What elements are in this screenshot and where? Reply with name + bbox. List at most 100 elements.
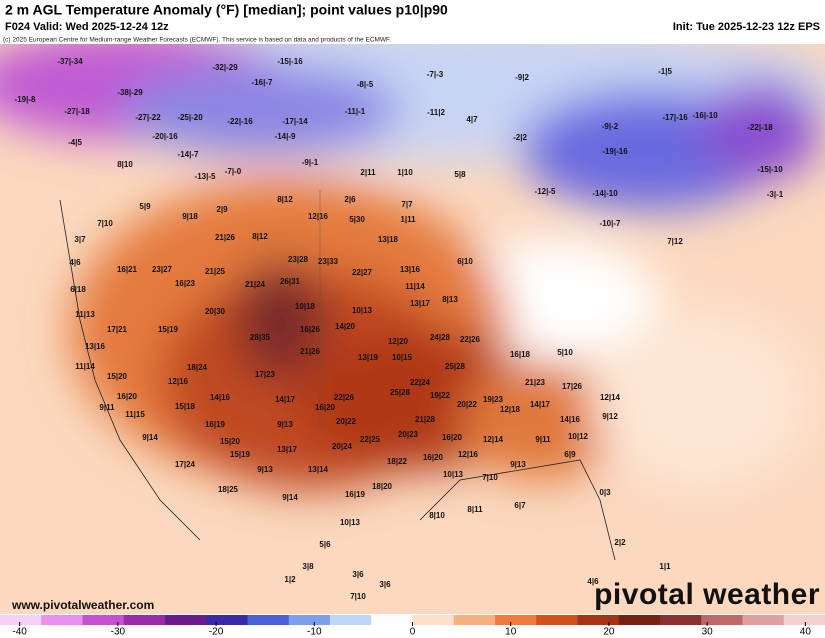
point-value: -20|-16: [152, 132, 178, 141]
point-value: 4|7: [466, 115, 478, 124]
point-value: 9|11: [99, 403, 115, 412]
point-value: 7|12: [667, 237, 683, 246]
colorbar-swatch: [247, 615, 290, 625]
point-value: 15|20: [107, 372, 128, 381]
point-value: -17|-16: [662, 113, 688, 122]
point-value: 20|22: [457, 400, 478, 409]
point-value: 9|11: [535, 435, 551, 444]
point-value: -11|-1: [345, 107, 366, 116]
point-value: 16|20: [442, 433, 463, 442]
colorbar-tick-label: -20: [209, 627, 224, 638]
colorbar-tick-label: 10: [505, 627, 517, 638]
point-value: 13|19: [358, 353, 379, 362]
point-value: 11|15: [125, 410, 145, 419]
colorbar-swatch: [660, 615, 702, 625]
point-value: -27|-22: [135, 113, 161, 122]
point-value: 8|11: [467, 505, 483, 514]
point-value: 16|21: [117, 265, 138, 274]
point-value: 10|13: [352, 306, 373, 315]
point-value: -32|-29: [212, 63, 238, 72]
point-value: 6|10: [457, 257, 473, 266]
point-value: 7|10: [97, 219, 113, 228]
point-value: 8|10: [429, 511, 445, 520]
point-value: -22|-16: [227, 117, 253, 126]
point-value: 10|15: [392, 353, 413, 362]
point-value: 5|9: [139, 202, 151, 211]
point-value: 20|24: [332, 442, 353, 451]
point-value: 14|16: [560, 415, 581, 424]
point-value: 12|18: [500, 405, 521, 414]
colorbar-swatch: [41, 615, 83, 625]
point-value: 9|13: [510, 460, 526, 469]
colorbar-swatch: [206, 615, 248, 625]
point-value: 3|6: [379, 580, 391, 589]
point-value: 16|19: [345, 490, 366, 499]
point-value: 18|25: [218, 485, 239, 494]
point-value: 20|23: [398, 430, 419, 439]
point-value: 2|6: [344, 195, 356, 204]
point-value: 9|12: [602, 412, 618, 421]
point-value: 18|24: [187, 363, 208, 372]
point-value: 15|19: [230, 450, 251, 459]
map: [0, 44, 825, 614]
point-value: -4|5: [68, 138, 82, 147]
point-value: -25|-20: [177, 113, 203, 122]
point-value: 3|8: [302, 562, 314, 571]
point-value: 12|16: [168, 377, 189, 386]
point-value: 19|22: [430, 391, 451, 400]
point-value: -14|-9: [275, 132, 296, 141]
point-value: 10|12: [568, 432, 589, 441]
point-value: 16|20: [117, 392, 138, 401]
colorbar-tick-label: 40: [800, 627, 812, 638]
colorbar-swatch: [701, 615, 743, 625]
point-value: 21|26: [300, 347, 321, 356]
point-value: -19|-8: [15, 95, 36, 104]
point-value: 13|18: [378, 235, 399, 244]
point-value: 8|13: [442, 295, 458, 304]
point-value: 14|16: [210, 393, 231, 402]
point-value: 1|10: [397, 168, 413, 177]
point-value: 0|3: [599, 488, 611, 497]
point-value: 25|28: [445, 362, 466, 371]
point-value: 22|27: [352, 268, 373, 277]
colorbar-swatch: [288, 615, 331, 625]
point-value: 17|23: [255, 370, 276, 379]
point-value: -14|-10: [592, 189, 618, 198]
point-value: 5|6: [319, 540, 331, 549]
point-value: 24|28: [430, 333, 451, 342]
point-value: 1|1: [659, 562, 671, 571]
point-value: 12|20: [388, 337, 409, 346]
colorbar-swatch: [577, 615, 620, 625]
point-value: 8|10: [117, 160, 133, 169]
colorbar-tick-label: -30: [111, 627, 126, 638]
point-value: 4|6: [69, 258, 81, 267]
point-value: 9|14: [282, 493, 298, 502]
point-value: 2|9: [216, 205, 228, 214]
point-value: 10|18: [295, 302, 316, 311]
point-value: 11|13: [75, 310, 95, 319]
point-value: 7|10: [350, 592, 366, 601]
point-value: -2|2: [513, 133, 527, 142]
point-value: 1|2: [284, 575, 296, 584]
point-value: 14|17: [275, 395, 296, 404]
point-value: 18|22: [387, 457, 408, 466]
point-value: 8|12: [252, 232, 268, 241]
point-value: 21|23: [525, 378, 546, 387]
point-value: 16|26: [300, 325, 321, 334]
colorbar-swatch: [82, 615, 125, 625]
point-value: -1|5: [658, 67, 672, 76]
point-value: 3|7: [74, 235, 86, 244]
point-value: 11|14: [75, 362, 95, 371]
logo: pivotal weather: [594, 578, 820, 611]
point-value: -12|-5: [535, 187, 556, 196]
point-value: 21|25: [205, 267, 226, 276]
point-value: -19|-16: [602, 147, 628, 156]
point-value: 21|24: [245, 280, 266, 289]
point-value: -14|-7: [178, 150, 199, 159]
title: 2 m AGL Temperature Anomaly (°F) [median…: [5, 2, 448, 18]
point-value: 18|20: [372, 482, 393, 491]
point-value: 17|24: [175, 460, 196, 469]
point-value: 22|26: [334, 393, 355, 402]
point-value: 12|16: [458, 450, 479, 459]
